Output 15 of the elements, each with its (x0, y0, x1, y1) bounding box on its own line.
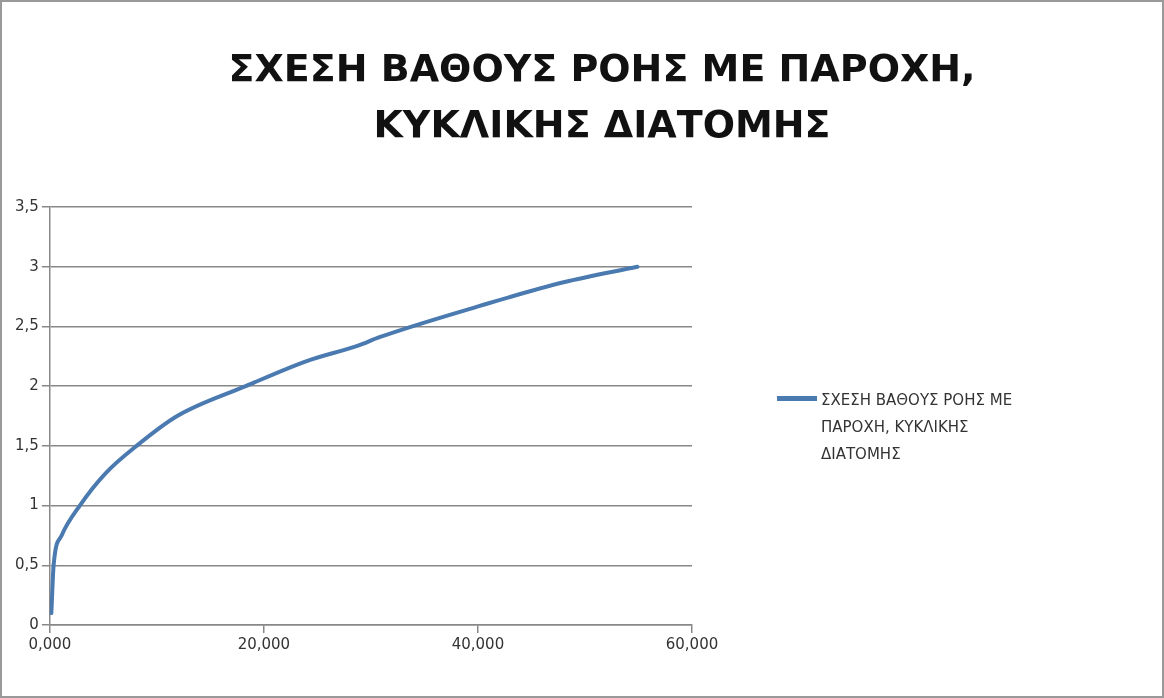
x-tick-label: 20,000 (237, 634, 291, 653)
y-tick-label: 0,5 (15, 555, 39, 574)
x-tick-label: 0,000 (28, 634, 72, 653)
y-tick-label: 3,5 (15, 196, 39, 215)
x-tick-label: 60,000 (665, 634, 719, 653)
y-tick-label: 0 (29, 614, 39, 633)
x-tick-label: 40,000 (451, 634, 505, 653)
y-tick-label: 1 (29, 495, 39, 514)
y-tick-label: 2 (29, 376, 39, 395)
line-series (49, 264, 640, 616)
y-tick-label: 2,5 (15, 316, 39, 335)
y-tick-label: 1,5 (15, 435, 39, 454)
chart-title: ΣΧΕΣΗ ΒΑΘΟΥΣ ΡΟΗΣ ΜΕ ΠΑΡΟΧΗ, ΚΥΚΛΙΚΗΣ ΔΙΑΤΟΜΗΣ (227, 45, 977, 148)
y-tick-label: 3 (29, 256, 39, 275)
legend-label: ΣΧΕΣΗ ΒΑΘΟΥΣ ΡΟΗΣ ΜΕ ΠΑΡΟΧΗ, ΚΥΚΛΙΚΗΣ ΔΙΑΤΟΜΗΣ (821, 390, 1014, 465)
